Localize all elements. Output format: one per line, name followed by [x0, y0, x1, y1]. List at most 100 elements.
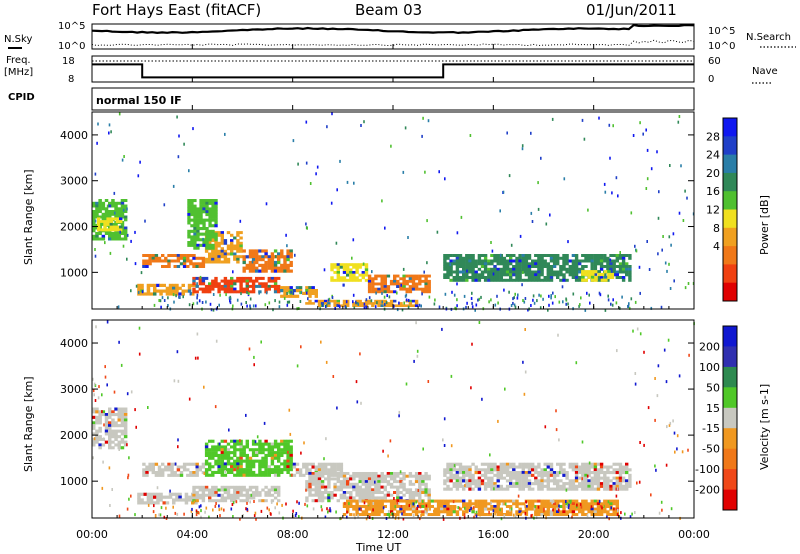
heatmap-cell — [443, 468, 447, 472]
heatmap-cell — [524, 262, 529, 266]
heatmap-noise — [359, 352, 361, 356]
heatmap-cell — [267, 470, 271, 474]
heatmap-cell — [562, 259, 566, 263]
heatmap-noise — [404, 126, 407, 130]
heatmap-noise — [209, 302, 212, 306]
heatmap-cell — [114, 201, 118, 205]
heatmap-cell — [565, 254, 569, 257]
heatmap-noise — [664, 261, 667, 265]
heatmap-noise — [199, 275, 202, 279]
heatmap-cell — [540, 471, 544, 475]
heatmap-cell — [336, 271, 340, 274]
heatmap-noise — [102, 460, 104, 464]
heatmap-cell — [546, 276, 550, 279]
heatmap-cell — [571, 254, 576, 257]
heatmap-noise — [383, 295, 386, 299]
heatmap-noise — [678, 211, 681, 215]
heatmap-cell — [596, 471, 601, 475]
heatmap-noise — [471, 301, 473, 305]
heatmap-cell — [408, 299, 413, 303]
heatmap-cell — [593, 476, 598, 480]
heatmap-cell — [474, 265, 478, 268]
heatmap-cell — [418, 279, 422, 283]
heatmap-cell — [399, 277, 403, 281]
heatmap-cell — [114, 429, 118, 433]
heatmap-cell — [531, 482, 535, 486]
heatmap-noise — [646, 240, 648, 243]
heatmap-cell — [261, 266, 265, 270]
heatmap-noise — [562, 300, 564, 304]
heatmap-cell — [199, 213, 203, 217]
heatmap-cell — [411, 287, 416, 291]
nsky-line — [91, 23, 695, 35]
heatmap-cell — [355, 513, 359, 516]
heatmap-cell — [612, 484, 616, 488]
heatmap-noise — [674, 450, 676, 454]
heatmap-cell — [568, 265, 572, 268]
heatmap-cell — [205, 238, 209, 242]
heatmap-noise — [638, 480, 641, 484]
heatmap-cell — [358, 493, 362, 497]
heatmap-cell — [190, 199, 194, 203]
heatmap-cell — [204, 257, 209, 261]
heatmap-cell — [371, 304, 375, 307]
heatmap-cell — [462, 473, 466, 477]
heatmap-noise — [575, 505, 578, 509]
heatmap-noise — [438, 305, 441, 309]
heatmap-cell — [584, 278, 588, 282]
heatmap-cell — [239, 276, 243, 280]
heatmap-cell — [179, 256, 184, 260]
heatmap-cell — [98, 418, 102, 422]
heatmap-cell — [471, 473, 475, 477]
heatmap-cell — [230, 249, 234, 253]
heatmap-noise — [154, 514, 157, 518]
heatmap-noise — [316, 165, 319, 169]
heatmap-cell — [193, 232, 197, 236]
heatmap-cell — [386, 480, 391, 484]
heatmap-cell — [320, 474, 325, 478]
heatmap-cell — [157, 471, 162, 475]
heatmap-cell — [248, 456, 253, 460]
heatmap-cell — [615, 468, 619, 472]
heatmap-cell — [220, 445, 224, 449]
heatmap-cell — [314, 482, 318, 486]
freq-label-1: Freq. — [6, 55, 31, 66]
heatmap-cell — [621, 276, 626, 279]
heatmap-cell — [427, 513, 431, 516]
colorbar-segment — [723, 489, 737, 511]
heatmap-noise — [661, 508, 663, 512]
heatmap-cell — [527, 267, 532, 271]
heatmap-cell — [625, 465, 629, 469]
heatmap-cell — [458, 259, 463, 263]
heatmap-cell — [621, 267, 626, 271]
heatmap-cell — [512, 465, 516, 469]
heatmap-cell — [242, 470, 246, 474]
heatmap-cell — [111, 212, 115, 216]
heatmap-cell — [175, 286, 179, 290]
heatmap-cell — [499, 507, 503, 511]
heatmap-cell — [161, 462, 165, 466]
heatmap-noise — [639, 332, 642, 336]
heatmap-cell — [324, 485, 328, 489]
heatmap-cell — [540, 473, 544, 477]
heatmap-cell — [552, 476, 557, 480]
heatmap-cell — [402, 287, 406, 291]
heatmap-cell — [295, 471, 300, 475]
heatmap-cell — [208, 462, 212, 466]
heatmap-cell — [223, 453, 228, 457]
heatmap-cell — [199, 207, 203, 211]
heatmap-cell — [277, 442, 281, 446]
heatmap-cell — [236, 439, 240, 443]
heatmap-cell — [149, 292, 154, 296]
heatmap-noise — [586, 474, 589, 478]
heatmap-cell — [606, 502, 610, 506]
heatmap-cell — [352, 276, 356, 280]
heatmap-cell — [214, 470, 218, 474]
heatmap-cell — [346, 496, 350, 500]
heatmap-cell — [217, 257, 221, 261]
heatmap-noise — [174, 462, 177, 466]
heatmap-cell — [190, 243, 194, 247]
heatmap-cell — [320, 465, 325, 469]
heatmap-cell — [267, 284, 271, 288]
